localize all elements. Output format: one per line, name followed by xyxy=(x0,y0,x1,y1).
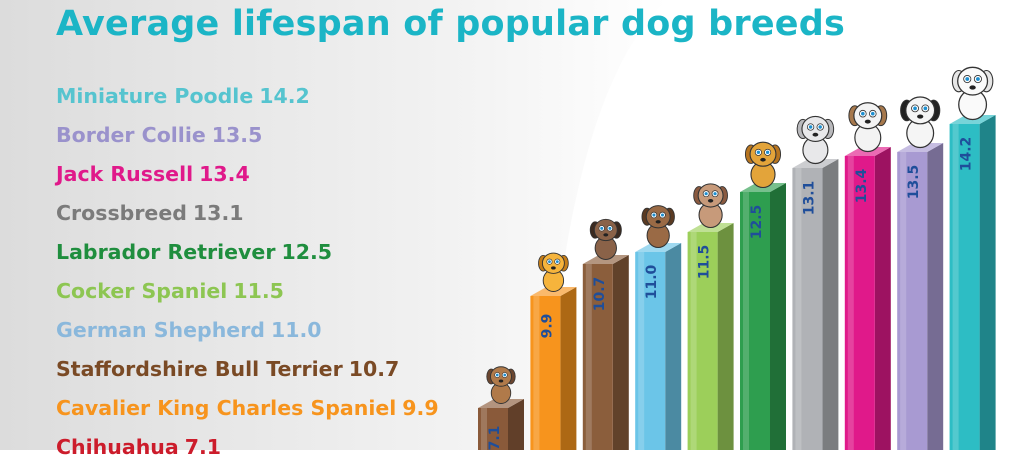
bar xyxy=(949,115,996,450)
legend-item: Labrador Retriever 12.5 xyxy=(56,236,439,275)
legend-breed-name: Labrador Retriever xyxy=(56,240,276,264)
dog-illustration-icon xyxy=(796,115,835,165)
legend-item: Jack Russell 13.4 xyxy=(56,158,439,197)
legend-item: Cavalier King Charles Spaniel 9.9 xyxy=(56,392,439,431)
legend-breed-name: German Shepherd xyxy=(56,318,265,342)
bar xyxy=(478,399,524,450)
bar xyxy=(844,147,891,450)
bar-value-label: 7.1 xyxy=(487,426,503,450)
breed-legend: Miniature Poodle 14.2 Border Collie 13.5 Jac… xyxy=(56,80,439,470)
legend-breed-name: Border Collie xyxy=(56,123,206,147)
bar-value-label: 13.1 xyxy=(801,181,817,216)
legend-breed-value: 13.5 xyxy=(211,123,263,147)
dog-illustration-icon xyxy=(848,102,888,153)
legend-breed-value: 9.9 xyxy=(402,396,439,420)
bar xyxy=(897,143,944,450)
legend-item: Cocker Spaniel 11.5 xyxy=(56,275,439,314)
bar-value-label: 11.0 xyxy=(644,264,660,299)
legend-item: Crossbreed 13.1 xyxy=(56,197,439,236)
legend-breed-value: 10.7 xyxy=(348,357,400,381)
bar xyxy=(687,223,734,450)
bar xyxy=(792,159,839,450)
bar xyxy=(635,243,682,450)
legend-breed-value: 11.0 xyxy=(270,318,322,342)
legend-item: Border Collie 13.5 xyxy=(56,119,439,158)
legend-breed-name: Cavalier King Charles Spaniel xyxy=(56,396,397,420)
bar-value-label: 10.7 xyxy=(592,277,608,312)
dog-illustration-icon xyxy=(900,96,941,149)
bar-value-label: 9.9 xyxy=(539,314,555,339)
dog-illustration-icon xyxy=(589,218,622,260)
legend-breed-value: 14.2 xyxy=(259,84,310,108)
bar xyxy=(530,287,577,450)
legend-breed-name: Crossbreed xyxy=(56,201,187,225)
bar-value-label: 12.5 xyxy=(749,205,765,240)
bar-chart: 7.1 9.9 10.7 11.0 11.5 12.5 13.1 13.4 13.5 14.2 xyxy=(478,66,996,450)
bar-value-label: 13.5 xyxy=(906,165,922,200)
legend-breed-name: Miniature Poodle xyxy=(56,84,254,108)
dog-illustration-icon xyxy=(641,205,675,249)
chart-title: Average lifespan of popular dog breeds xyxy=(56,4,846,44)
bar-value-label: 11.5 xyxy=(697,245,713,280)
bar xyxy=(740,183,786,450)
dog-illustration-icon xyxy=(486,366,516,404)
legend-item: Staffordshire Bull Terrier 10.7 xyxy=(56,353,439,392)
legend-breed-value: 13.4 xyxy=(199,162,250,186)
dog-illustration-icon xyxy=(744,141,782,189)
dog-illustration-icon xyxy=(693,183,728,229)
legend-breed-name: Staffordshire Bull Terrier xyxy=(56,357,343,381)
bar-value-label: 14.2 xyxy=(959,137,975,172)
legend-breed-name: Jack Russell xyxy=(56,162,194,186)
bar-value-label: 13.4 xyxy=(854,168,870,203)
legend-breed-value: 13.1 xyxy=(192,201,244,225)
dog-illustration-icon xyxy=(951,66,994,121)
legend-item: German Shepherd 11.0 xyxy=(56,314,439,353)
legend-breed-value: 12.5 xyxy=(281,240,333,264)
legend-breed-value: 11.5 xyxy=(233,279,284,303)
bar xyxy=(582,255,629,450)
legend-item: Miniature Poodle 14.2 xyxy=(56,80,439,119)
dog-illustration-icon xyxy=(538,252,569,292)
legend-breed-name: Cocker Spaniel xyxy=(56,279,228,303)
